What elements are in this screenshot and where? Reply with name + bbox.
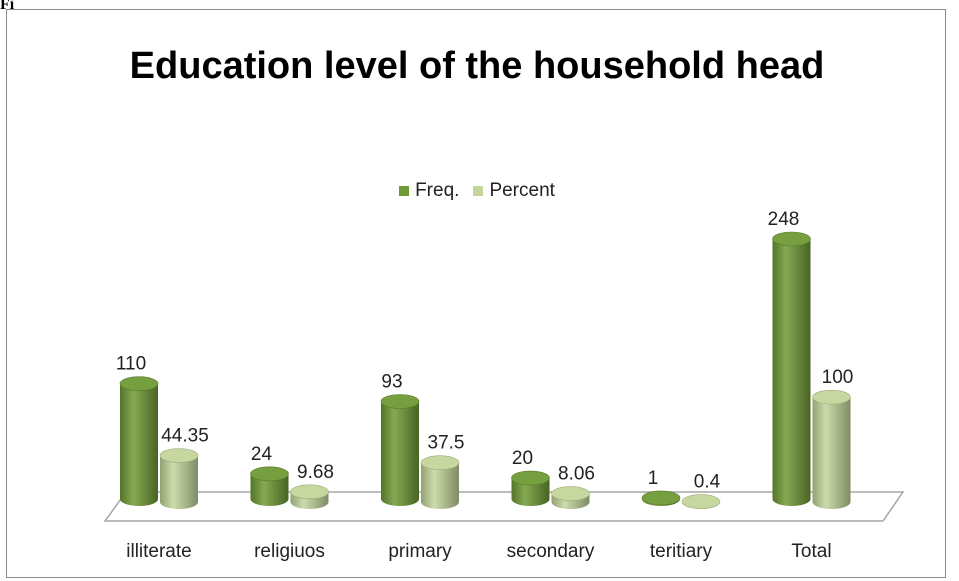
- category-label-teritiary: teritiary: [650, 541, 713, 562]
- legend-label-percent: Percent: [489, 180, 555, 201]
- bar-percent-religiuos: [290, 484, 329, 510]
- bar-percent-teritiary: [681, 494, 721, 509]
- data-label-freq-primary: 93: [381, 372, 402, 393]
- data-label-percent-primary: 37.5: [428, 433, 465, 454]
- bar-percent-primary: [420, 455, 460, 509]
- data-label-percent-religiuos: 9.68: [297, 462, 334, 483]
- data-label-percent-illiterate: 44.35: [161, 426, 209, 447]
- bar-freq-teritiary: [641, 490, 681, 506]
- bar-freq-secondary: [511, 470, 550, 507]
- chart-title: Education level of the household head: [7, 40, 947, 92]
- bar-percent-illiterate: [159, 448, 199, 509]
- bars-layer: [119, 231, 851, 510]
- category-label-primary: primary: [388, 541, 452, 562]
- category-label-illiterate: illiterate: [126, 541, 191, 562]
- chart-frame: Education level of the household head Fr…: [6, 9, 946, 578]
- category-label-secondary: secondary: [507, 541, 595, 562]
- chart-legend: Freq. Percent: [7, 180, 947, 202]
- chart-title-text: Education level of the household head: [129, 45, 825, 87]
- bar-freq-primary: [380, 394, 420, 506]
- data-label-freq-total: 248: [768, 209, 800, 230]
- legend-swatch-percent: [473, 186, 484, 196]
- data-label-freq-secondary: 20: [512, 448, 533, 469]
- legend-swatch-freq: [399, 186, 410, 196]
- plot-area: 110 44.35 illiterate 24 9.68 religiuos 93 37.5 p…: [103, 209, 905, 562]
- data-label-percent-total: 100: [822, 367, 854, 388]
- bar-freq-religiuos: [250, 466, 289, 507]
- data-label-freq-religiuos: 24: [251, 444, 273, 465]
- data-label-freq-teritiary: 1: [648, 468, 659, 489]
- legend-item-percent: Percent: [473, 180, 555, 202]
- bar-percent-total: [812, 389, 851, 510]
- legend-item-freq: Freq.: [399, 180, 459, 202]
- data-label-percent-secondary: 8.06: [558, 464, 595, 485]
- bar-freq-total: [772, 231, 811, 507]
- bar-freq-illiterate: [119, 376, 159, 506]
- labels-layer: 110 44.35 illiterate 24 9.68 religiuos 93 37.5 p…: [116, 209, 854, 562]
- bar-percent-secondary: [551, 486, 590, 510]
- category-label-total: Total: [791, 541, 831, 562]
- data-label-percent-teritiary: 0.4: [694, 472, 721, 493]
- legend-label-freq: Freq.: [415, 180, 460, 201]
- category-label-religiuos: religiuos: [254, 541, 325, 562]
- data-label-freq-illiterate: 110: [116, 354, 146, 375]
